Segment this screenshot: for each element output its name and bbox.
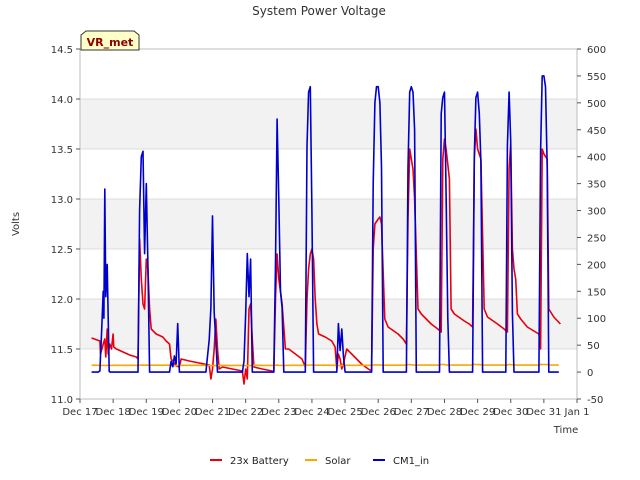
series-line-23x-battery (91, 128, 561, 385)
y2-tick-label: 150 (587, 287, 606, 298)
y-tick-label: 11.5 (51, 345, 73, 356)
y-tick-label: 11.0 (51, 395, 73, 406)
x-tick-label: Jan 1 (564, 407, 590, 418)
plot-frame (79, 48, 578, 400)
legend-label: CM1_in (393, 456, 429, 467)
x-tick-label: Dec 28 (427, 407, 462, 418)
grid-lines (80, 48, 577, 400)
y-tick-label: 14.5 (51, 45, 73, 56)
y2-tick-label: 50 (587, 341, 600, 352)
x-tick-label: Dec 17 (62, 407, 97, 418)
y-tick-label: 14.0 (51, 95, 73, 106)
band (80, 199, 577, 249)
y2-tick-label: 0 (587, 368, 593, 379)
y2-tick-label: 400 (587, 153, 606, 164)
x-tick-label: Dec 19 (129, 407, 164, 418)
y-axis-ticks: 11.0 11.5 12.0 12.5 13.0 13.5 14.0 14.5 (51, 45, 80, 406)
plot-background-bands (80, 99, 577, 349)
x-tick-label: Dec 27 (394, 407, 429, 418)
y-tick-label: 13.0 (51, 195, 73, 206)
y2-tick-label: 550 (587, 72, 606, 83)
legend: 23x Battery Solar CM1_in (210, 456, 429, 467)
badge-shape (80, 30, 140, 51)
badge-label: VR_met (87, 36, 134, 49)
legend-label: 23x Battery (230, 456, 289, 467)
x-tick-label: Dec 31 (526, 407, 561, 418)
x-tick-label: Dec 24 (294, 407, 329, 418)
chart-title: System Power Voltage (252, 4, 386, 18)
y-tick-label: 12.5 (51, 245, 73, 256)
y2-tick-label: 250 (587, 233, 606, 244)
x-tick-label: Dec 29 (460, 407, 495, 418)
x-tick-label: Dec 25 (327, 407, 362, 418)
y-tick-label: 13.5 (51, 145, 73, 156)
x-tick-label: Dec 20 (162, 407, 197, 418)
y2-tick-label: -50 (587, 395, 603, 406)
y-tick-label: 12.0 (51, 295, 73, 306)
band (80, 299, 577, 349)
band (80, 99, 577, 149)
series-line-cm1-in (91, 75, 559, 373)
x-tick-label: Dec 18 (96, 407, 131, 418)
vr-met-badge: VR_met (80, 30, 140, 51)
x-tick-label: Dec 23 (261, 407, 296, 418)
y2-tick-label: 100 (587, 314, 606, 325)
y2-tick-label: 350 (587, 180, 606, 191)
legend-label: Solar (325, 456, 351, 467)
y2-tick-label: 300 (587, 207, 606, 218)
x-tick-label: Dec 21 (195, 407, 230, 418)
x-tick-label: Dec 30 (493, 407, 528, 418)
series-line-solar (91, 363, 559, 367)
x-tick-label: Dec 26 (361, 407, 396, 418)
x-axis-label: Time (553, 425, 578, 436)
y2-axis-ticks: -50 0 50 100 150 200 250 300 350 400 450 500 550 600 (577, 45, 606, 406)
series-lines (91, 75, 561, 385)
x-tick-label: Dec 22 (228, 407, 263, 418)
y2-tick-label: 450 (587, 126, 606, 137)
y-axis-label: Volts (11, 212, 22, 236)
y2-tick-label: 200 (587, 260, 606, 271)
y2-tick-label: 500 (587, 99, 606, 110)
y2-tick-label: 600 (587, 45, 606, 56)
